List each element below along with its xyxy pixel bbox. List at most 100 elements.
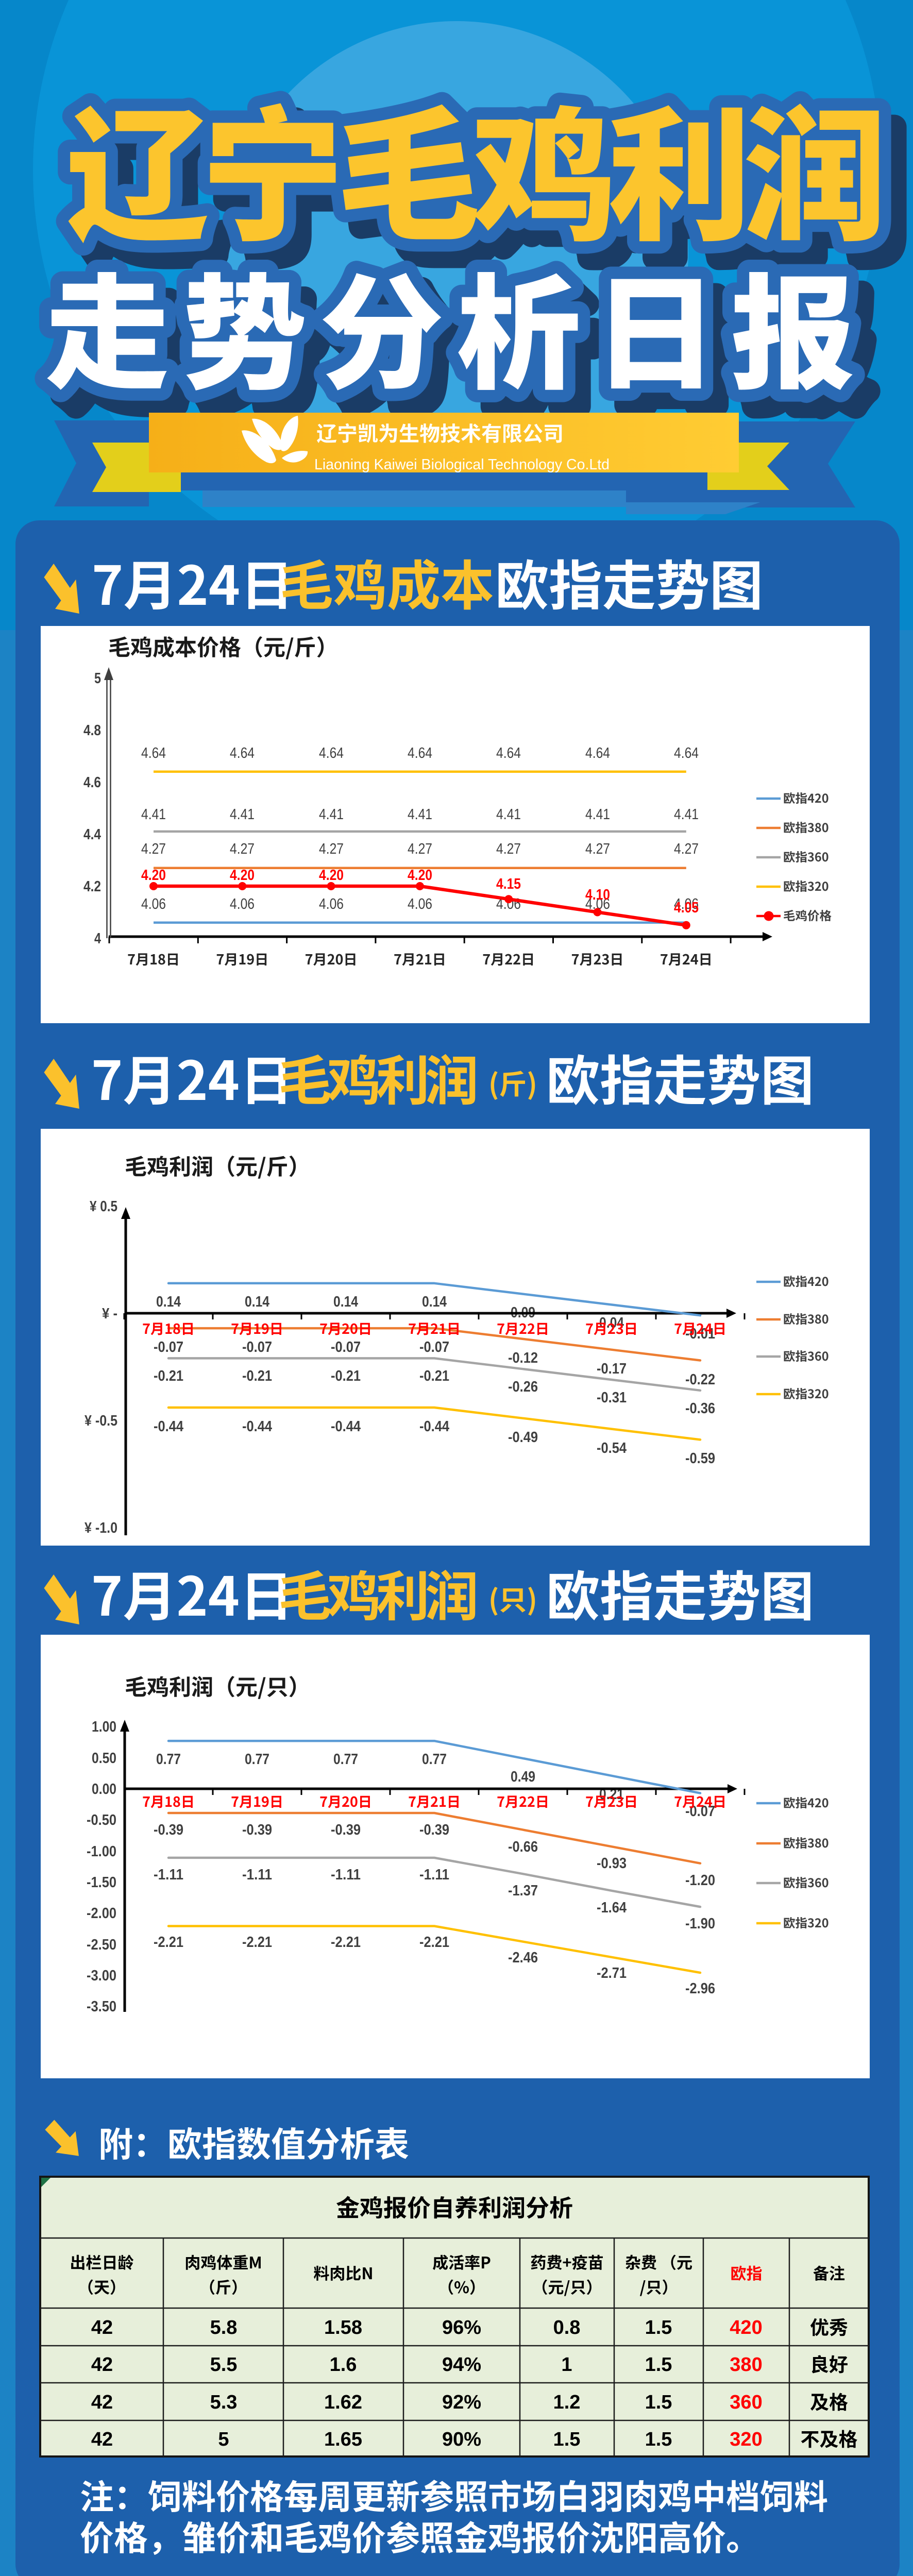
svg-text:-0.49: -0.49 bbox=[508, 1429, 538, 1446]
svg-text:42: 42 bbox=[91, 2354, 113, 2376]
svg-text:-0.39: -0.39 bbox=[154, 1822, 183, 1838]
svg-text:-0.44: -0.44 bbox=[331, 1418, 361, 1435]
svg-text:-0.54: -0.54 bbox=[597, 1440, 627, 1456]
svg-text:4.8: 4.8 bbox=[83, 722, 101, 739]
svg-text:0.77: 0.77 bbox=[422, 1751, 447, 1768]
svg-text:360: 360 bbox=[730, 2392, 762, 2413]
svg-text:4.64: 4.64 bbox=[408, 745, 432, 761]
svg-text:4.27: 4.27 bbox=[408, 841, 432, 857]
svg-text:-0.39: -0.39 bbox=[242, 1822, 272, 1838]
svg-text:-0.21: -0.21 bbox=[331, 1368, 361, 1384]
svg-text:-3.50: -3.50 bbox=[87, 1998, 116, 2015]
svg-text:-0.21: -0.21 bbox=[242, 1368, 272, 1384]
svg-text:-0.31: -0.31 bbox=[597, 1389, 627, 1406]
svg-text:¥ -0.5: ¥ -0.5 bbox=[84, 1413, 117, 1429]
svg-text:4.6: 4.6 bbox=[83, 774, 101, 791]
svg-text:-2.96: -2.96 bbox=[685, 1980, 715, 1997]
svg-text:0.00: 0.00 bbox=[92, 1781, 116, 1798]
svg-text:-0.44: -0.44 bbox=[242, 1418, 272, 1435]
svg-text:4.64: 4.64 bbox=[674, 745, 699, 761]
svg-text:94%: 94% bbox=[442, 2354, 481, 2376]
svg-text:0.50: 0.50 bbox=[92, 1750, 116, 1767]
svg-text:0.14: 0.14 bbox=[245, 1294, 269, 1310]
svg-text:4.64: 4.64 bbox=[496, 745, 521, 761]
svg-text:-1.11: -1.11 bbox=[154, 1867, 183, 1883]
svg-text:-0.17: -0.17 bbox=[597, 1361, 627, 1377]
svg-text:1.5: 1.5 bbox=[645, 2392, 672, 2413]
svg-text:Liaoning Kaiwei Biological Tec: Liaoning Kaiwei Biological Technology Co… bbox=[314, 456, 610, 473]
svg-text:42: 42 bbox=[91, 2429, 113, 2450]
svg-text:-0.93: -0.93 bbox=[597, 1855, 627, 1872]
svg-text:0.14: 0.14 bbox=[422, 1294, 447, 1310]
svg-text:-0.39: -0.39 bbox=[331, 1822, 361, 1838]
svg-text:-1.50: -1.50 bbox=[87, 1874, 116, 1891]
svg-text:-0.36: -0.36 bbox=[685, 1400, 715, 1417]
svg-text:4.2: 4.2 bbox=[83, 878, 101, 895]
svg-text:4.41: 4.41 bbox=[230, 806, 255, 823]
svg-text:0.14: 0.14 bbox=[156, 1294, 181, 1310]
svg-text:-0.07: -0.07 bbox=[154, 1339, 183, 1355]
svg-text:1.62: 1.62 bbox=[324, 2392, 362, 2413]
svg-text:4.41: 4.41 bbox=[585, 806, 610, 823]
svg-text:-2.21: -2.21 bbox=[419, 1934, 449, 1951]
svg-text:-0.07: -0.07 bbox=[419, 1339, 449, 1355]
svg-text:4.41: 4.41 bbox=[674, 806, 699, 823]
svg-text:1.5: 1.5 bbox=[553, 2429, 581, 2450]
svg-text:5: 5 bbox=[218, 2429, 229, 2450]
svg-text:-0.26: -0.26 bbox=[508, 1379, 538, 1395]
svg-text:-2.00: -2.00 bbox=[87, 1905, 116, 1922]
svg-text:1.65: 1.65 bbox=[324, 2429, 362, 2450]
svg-text:¥ -: ¥ - bbox=[102, 1306, 117, 1322]
svg-text:5: 5 bbox=[94, 670, 101, 687]
svg-text:-2.21: -2.21 bbox=[242, 1934, 272, 1951]
svg-text:-1.20: -1.20 bbox=[685, 1872, 715, 1889]
svg-text:-1.11: -1.11 bbox=[419, 1867, 449, 1883]
svg-text:420: 420 bbox=[730, 2317, 762, 2338]
svg-text:42: 42 bbox=[91, 2392, 113, 2413]
svg-text:4.27: 4.27 bbox=[585, 841, 610, 857]
svg-text:4.15: 4.15 bbox=[496, 876, 521, 892]
svg-text:-1.90: -1.90 bbox=[685, 1916, 715, 1932]
svg-text:-2.50: -2.50 bbox=[87, 1937, 116, 1953]
svg-text:4.06: 4.06 bbox=[230, 896, 255, 912]
svg-text:4.64: 4.64 bbox=[319, 745, 344, 761]
svg-text:4.64: 4.64 bbox=[585, 745, 610, 761]
svg-text:4.27: 4.27 bbox=[674, 841, 699, 857]
svg-text:-0.12: -0.12 bbox=[508, 1350, 538, 1366]
svg-text:4.41: 4.41 bbox=[141, 806, 166, 823]
svg-text:-0.21: -0.21 bbox=[419, 1368, 449, 1384]
svg-text:4.41: 4.41 bbox=[319, 806, 344, 823]
svg-text:4.27: 4.27 bbox=[319, 841, 344, 857]
svg-text:-2.71: -2.71 bbox=[597, 1965, 627, 1981]
svg-text:4.41: 4.41 bbox=[408, 806, 432, 823]
svg-text:-1.64: -1.64 bbox=[597, 1900, 627, 1916]
svg-text:-1.11: -1.11 bbox=[242, 1867, 272, 1883]
svg-text:4.64: 4.64 bbox=[141, 745, 166, 761]
svg-text:-0.59: -0.59 bbox=[685, 1450, 715, 1467]
svg-text:0.77: 0.77 bbox=[333, 1751, 358, 1768]
svg-text:-1.11: -1.11 bbox=[331, 1867, 361, 1883]
svg-text:4.4: 4.4 bbox=[83, 826, 101, 843]
svg-text:0.77: 0.77 bbox=[156, 1751, 181, 1768]
svg-text:1.5: 1.5 bbox=[645, 2429, 672, 2450]
svg-text:-0.07: -0.07 bbox=[242, 1339, 272, 1355]
svg-text:4.20: 4.20 bbox=[230, 867, 255, 884]
svg-text:0.14: 0.14 bbox=[333, 1294, 358, 1310]
svg-text:-0.39: -0.39 bbox=[419, 1822, 449, 1838]
svg-text:42: 42 bbox=[91, 2317, 113, 2338]
svg-text:-0.44: -0.44 bbox=[419, 1418, 449, 1435]
svg-text:4.06: 4.06 bbox=[674, 896, 699, 912]
svg-text:4.64: 4.64 bbox=[230, 745, 255, 761]
svg-text:4.10: 4.10 bbox=[585, 887, 610, 903]
svg-text:-0.07: -0.07 bbox=[331, 1339, 361, 1355]
svg-text:4.20: 4.20 bbox=[141, 867, 166, 884]
svg-text:4.06: 4.06 bbox=[141, 896, 166, 912]
svg-text:1.00: 1.00 bbox=[92, 1719, 116, 1735]
svg-text:0.49: 0.49 bbox=[511, 1769, 535, 1785]
svg-text:0.8: 0.8 bbox=[553, 2317, 581, 2338]
svg-text:¥ -1.0: ¥ -1.0 bbox=[84, 1520, 117, 1536]
svg-text:4.06: 4.06 bbox=[319, 896, 344, 912]
svg-text:-1.37: -1.37 bbox=[508, 1883, 538, 1899]
svg-text:1: 1 bbox=[561, 2354, 572, 2376]
svg-text:1.5: 1.5 bbox=[645, 2354, 672, 2376]
